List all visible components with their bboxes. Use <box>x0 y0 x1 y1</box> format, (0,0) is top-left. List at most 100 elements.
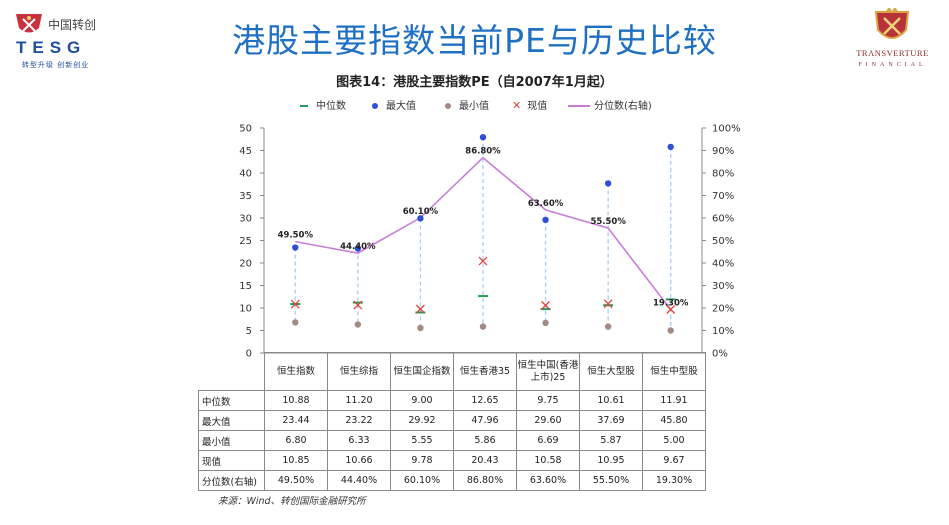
row-label: 中位数 <box>198 390 265 411</box>
y-right-tick-label: 100% <box>712 124 741 135</box>
data-table: 恒生指数 恒生综指 恒生国企指数 恒生香港35 恒生中国(香港上市)25 恒生大… <box>198 352 706 491</box>
max-point <box>667 143 674 151</box>
y-left-tick-label: 15 <box>239 281 252 292</box>
percentile-label: 55.50% <box>590 217 626 227</box>
median-dash-icon <box>300 105 308 107</box>
y-right-tick-label: 10% <box>712 326 734 337</box>
chart-title: 图表14：港股主要指数PE（自2007年1月起） <box>336 75 613 90</box>
min-dot-icon <box>445 103 451 109</box>
y-right-tick-label: 30% <box>712 281 734 292</box>
table-cell: 10.61 <box>579 390 643 411</box>
table-row: 最小值 6.80 6.33 5.55 5.86 6.69 5.87 5.00 <box>198 430 706 451</box>
table-cell: 10.95 <box>579 450 643 471</box>
table-row: 分位数(右轴) 49.50% 44.40% 60.10% 86.80% 63.6… <box>198 470 706 491</box>
table-cell: 55.50% <box>579 470 643 491</box>
current-point <box>603 299 613 309</box>
table-cell: 23.44 <box>264 410 328 431</box>
percentile-line-icon <box>568 105 590 107</box>
row-label: 最小值 <box>198 430 265 451</box>
legend-current: ✕ 现值 <box>512 99 548 112</box>
min-point <box>604 323 612 330</box>
max-point <box>292 244 299 251</box>
y-left-tick-label: 40 <box>239 169 252 180</box>
y-left-tick-label: 30 <box>239 214 252 225</box>
legend-percentile: 分位数(右轴) <box>568 97 652 112</box>
table-header-cell: 恒生香港35 <box>453 352 517 391</box>
max-point <box>479 133 487 141</box>
legend-min: 最小值 <box>445 97 489 112</box>
table-header-cell: 恒生综指 <box>327 352 391 391</box>
transverture-shield-icon <box>874 8 910 39</box>
y-left-tick-label: 20 <box>239 259 252 270</box>
table-cell: 10.58 <box>516 450 580 471</box>
current-point <box>478 256 488 266</box>
table-row: 中位数 10.88 11.20 9.00 12.65 9.75 10.61 11… <box>198 390 706 411</box>
source-note: 来源：Wind、转创国际金融研究所 <box>218 496 366 507</box>
current-point <box>666 305 676 314</box>
table-cell: 6.33 <box>327 430 391 451</box>
percentile-label: 44.40% <box>340 242 376 252</box>
y-right-tick-label: 50% <box>712 236 734 247</box>
table-cell: 6.69 <box>516 430 580 451</box>
percentile-line <box>295 156 672 311</box>
table-header-cell: 恒生国企指数 <box>390 352 454 391</box>
table-cell: 49.50% <box>264 470 328 491</box>
current-x-icon: ✕ <box>512 99 522 112</box>
table-cell: 9.78 <box>390 450 454 471</box>
table-cell: 6.80 <box>264 430 328 451</box>
transverture-logo: TRANSVERTURE FINANCIAL <box>845 8 940 73</box>
max-point <box>354 245 362 252</box>
max-dot-icon <box>372 103 378 109</box>
table-cell: 11.20 <box>327 390 391 411</box>
table-cell: 20.43 <box>453 450 517 471</box>
table-cell: 23.22 <box>327 410 391 431</box>
min-point <box>417 324 424 332</box>
table-cell: 63.60% <box>516 470 580 491</box>
legend-max: 最大值 <box>372 97 416 112</box>
table-cell: 45.80 <box>642 410 706 431</box>
tesg-chinese-name: 中国转创 <box>48 18 97 32</box>
min-point <box>667 327 674 334</box>
min-point <box>542 319 549 327</box>
row-label: 最大值 <box>198 410 265 431</box>
table-cell: 60.10% <box>390 470 454 491</box>
table-cell: 44.40% <box>327 470 391 491</box>
table-header-cell: 恒生中国(香港上市)25 <box>516 352 580 391</box>
min-point <box>479 323 487 330</box>
percentile-label: 49.50% <box>278 231 314 241</box>
table-cell: 12.65 <box>453 390 517 411</box>
y-right-tick-label: 80% <box>712 169 734 180</box>
table-cell: 5.55 <box>390 430 454 451</box>
y-left-tick-label: 5 <box>246 326 252 337</box>
percentile-label: 60.10% <box>403 207 439 217</box>
percentile-label: 63.60% <box>528 199 564 209</box>
table-cell: 10.66 <box>327 450 391 471</box>
y-left-tick-label: 50 <box>239 124 252 135</box>
table-cell: 9.67 <box>642 450 706 471</box>
table-header-cell: 恒生中型股 <box>642 352 706 391</box>
tesg-slogan: 转型升级 创新创业 <box>22 61 90 69</box>
row-label: 分位数(右轴) <box>198 470 265 491</box>
row-label: 现值 <box>198 450 265 471</box>
tesg-brand: TESG <box>16 38 87 57</box>
y-left-tick-label: 35 <box>239 191 252 202</box>
tesg-emblem-icon <box>16 14 42 33</box>
y-right-tick-label: 90% <box>712 146 734 157</box>
table-cell: 5.87 <box>579 430 643 451</box>
table-header-cell: 恒生大型股 <box>579 352 643 391</box>
table-cell: 9.00 <box>390 390 454 411</box>
table-corner <box>198 352 265 391</box>
table-cell: 86.80% <box>453 470 517 491</box>
y-right-tick-label: 40% <box>712 259 734 270</box>
table-cell: 9.75 <box>516 390 580 411</box>
table-header-cell: 恒生指数 <box>264 352 328 391</box>
table-cell: 10.88 <box>264 390 328 411</box>
table-row: 现值 10.85 10.66 9.78 20.43 10.58 10.95 9.… <box>198 450 706 471</box>
table-cell: 47.96 <box>453 410 517 431</box>
table-cell: 5.86 <box>453 430 517 451</box>
max-point <box>604 180 612 187</box>
percentile-label: 19.30% <box>653 299 689 309</box>
table-cell: 11.91 <box>642 390 706 411</box>
y-left-tick-label: 10 <box>239 304 252 315</box>
y-right-tick-label: 60% <box>712 214 734 225</box>
